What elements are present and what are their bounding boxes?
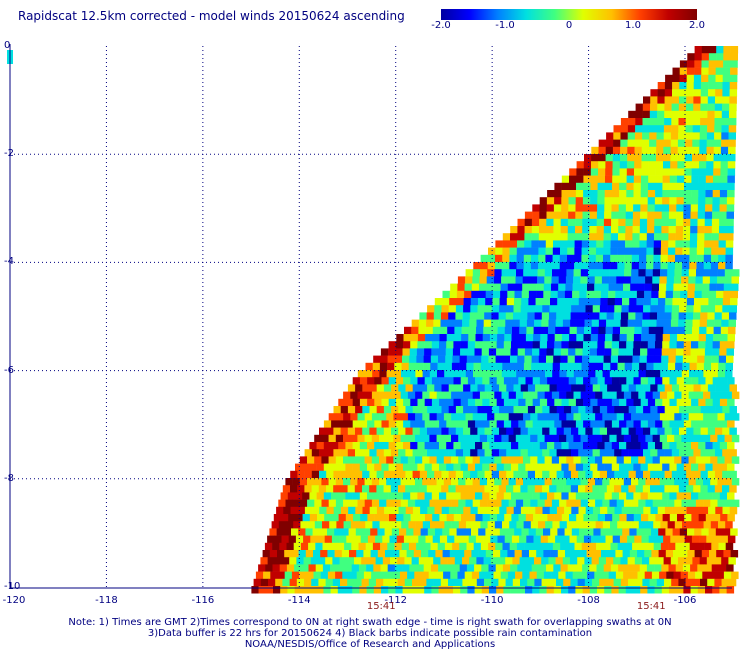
swath-time-label: 15:41 bbox=[636, 601, 666, 612]
longitude-tick-label: -110 bbox=[480, 595, 504, 606]
longitude-tick-label: -118 bbox=[95, 595, 118, 606]
colorbar-tick-label: 0 bbox=[565, 20, 573, 31]
longitude-tick-label: -114 bbox=[287, 595, 311, 606]
longitude-tick-label: -106 bbox=[673, 595, 697, 606]
colorbar-tick-label: -2.0 bbox=[431, 20, 451, 31]
gridlines bbox=[10, 46, 732, 587]
colorbar-tick-label: 1.0 bbox=[625, 20, 641, 31]
latitude-tick-label: -2 bbox=[4, 148, 14, 160]
latitude-tick-label: -4 bbox=[4, 256, 14, 268]
colorbar-tick-label: 2.0 bbox=[689, 20, 705, 31]
latitude-tick-label: -10 bbox=[4, 581, 21, 592]
wind-difference-field bbox=[251, 46, 740, 594]
colorbar bbox=[441, 9, 697, 20]
latitude-tick-label: -6 bbox=[4, 364, 14, 376]
longitude-tick-label: -116 bbox=[191, 595, 215, 606]
note-line-1: Note: 1) Times are GMT 2)Times correspon… bbox=[68, 617, 672, 628]
longitude-tick-label: -120 bbox=[2, 595, 26, 606]
colorbar-tick-label: -1.0 bbox=[495, 20, 515, 31]
chart-title: Rapidscat 12.5km corrected - model winds… bbox=[18, 9, 405, 23]
note-line-2: 3)Data buffer is 22 hrs for 20150624 4) … bbox=[147, 628, 593, 639]
longitude-tick-label: -108 bbox=[577, 595, 600, 606]
latitude-tick-label: -8 bbox=[4, 472, 14, 484]
longitude-tick-label: -112 bbox=[384, 595, 408, 606]
note-line-3: NOAA/NESDIS/Office of Research and Appli… bbox=[244, 639, 496, 650]
swath-time-label: 15:41 bbox=[366, 601, 396, 612]
axis-frame bbox=[9, 44, 732, 589]
latitude-tick-label: 0 bbox=[4, 40, 11, 51]
